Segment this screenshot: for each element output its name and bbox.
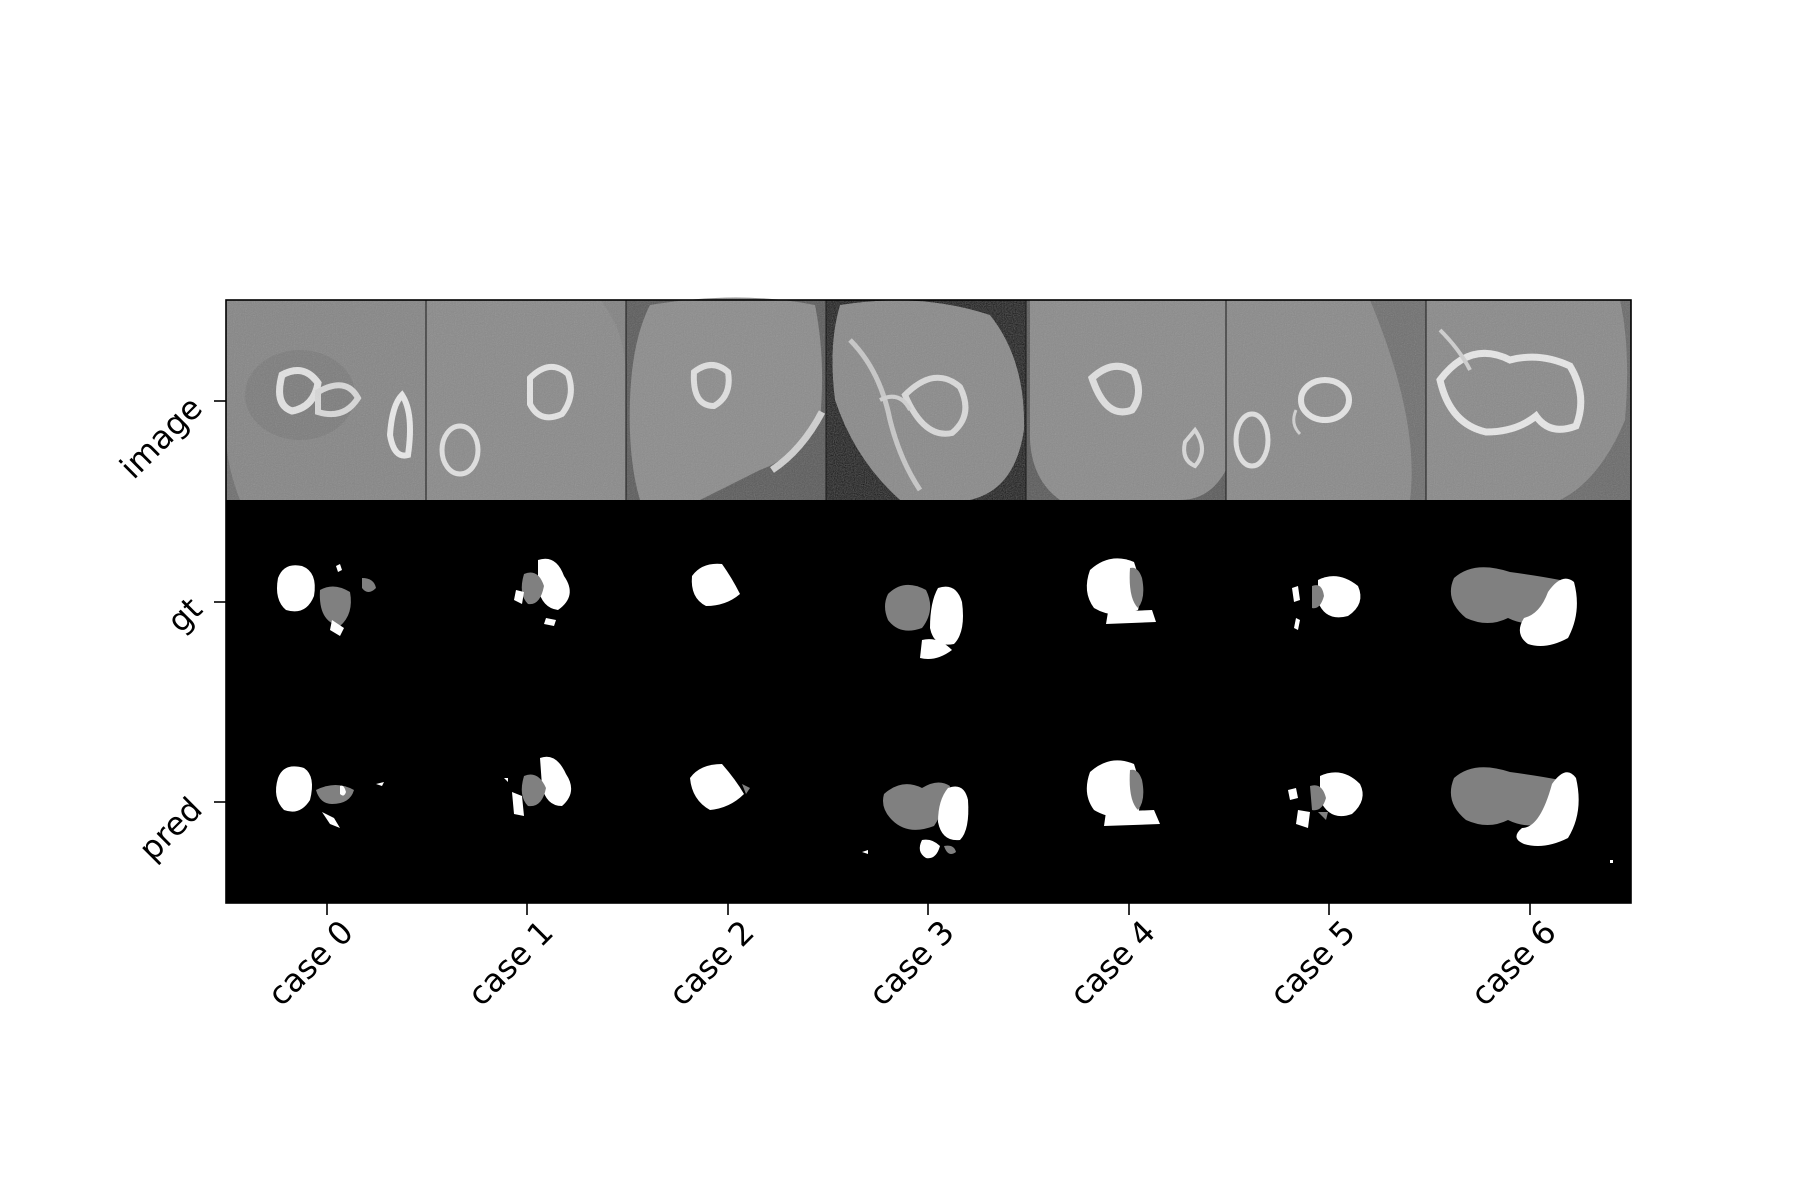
col-label-case-6: case 6 [1463,913,1563,1013]
gt-mask-case-3 [885,584,963,659]
col-label-case-0: case 0 [260,913,360,1013]
ct-image-case-4 [1026,300,1226,500]
pred-mask-case-4 [1086,760,1160,826]
gt-mask-case-6 [1450,567,1577,646]
row-label-gt: gt [160,590,210,640]
ct-image-case-2 [626,297,826,500]
ct-image-case-6 [1426,300,1631,500]
pred-mask-case-0 [276,766,384,828]
ct-image-case-5 [1226,300,1426,500]
ct-image-case-0 [226,300,426,500]
col-label-case-2: case 2 [661,913,761,1013]
ct-image-case-1 [426,300,626,500]
gt-mask-case-0 [277,564,376,636]
pred-row [276,756,1613,863]
col-label-case-5: case 5 [1262,913,1362,1013]
image-row [226,297,1631,500]
gt-row [277,558,1577,659]
pred-mask-case-2 [690,764,750,810]
pred-mask-case-6 [1450,767,1613,863]
row-label-image: image [112,389,209,486]
col-label-case-4: case 4 [1062,913,1162,1013]
gt-mask-case-4 [1086,558,1156,624]
gt-mask-case-5 [1292,576,1361,630]
row-label-pred: pred [131,790,209,868]
pred-mask-case-1 [504,756,572,816]
gt-mask-case-2 [691,563,740,606]
pred-mask-case-3 [862,782,969,859]
x-axis [326,903,1531,915]
y-axis [214,400,226,803]
gt-mask-case-1 [514,558,570,626]
col-label-case-1: case 1 [460,913,560,1013]
ct-image-case-3 [826,300,1026,500]
pred-mask-case-5 [1288,772,1363,828]
col-label-case-3: case 3 [861,913,961,1013]
